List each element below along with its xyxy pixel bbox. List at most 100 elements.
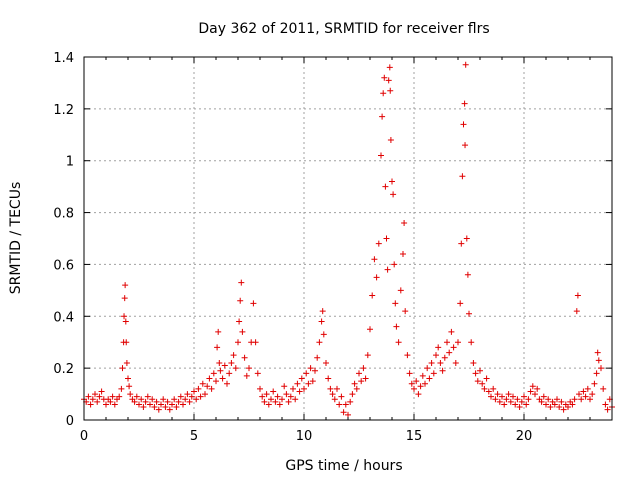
data-point-marker xyxy=(424,365,431,372)
data-point-marker xyxy=(393,323,400,330)
data-point-marker xyxy=(325,375,332,382)
data-point-marker xyxy=(503,396,510,403)
data-point-marker xyxy=(466,310,472,317)
data-point-marker xyxy=(133,393,140,400)
data-point-marker xyxy=(323,359,329,366)
data-point-marker xyxy=(347,398,354,405)
data-point-marker xyxy=(525,396,532,403)
data-point-marker xyxy=(276,401,283,408)
data-point-marker xyxy=(147,401,153,408)
data-point-marker xyxy=(514,396,521,403)
data-point-marker xyxy=(216,359,223,366)
data-point-marker xyxy=(219,375,226,382)
data-point-marker xyxy=(290,385,296,392)
data-point-marker xyxy=(345,411,351,418)
data-point-marker xyxy=(182,396,189,403)
data-point-marker xyxy=(89,396,96,403)
data-point-marker xyxy=(279,396,285,403)
data-point-marker xyxy=(507,398,514,405)
data-point-marker xyxy=(127,391,134,398)
data-point-marker xyxy=(98,388,105,395)
data-point-marker xyxy=(221,362,228,369)
data-point-marker xyxy=(164,398,171,405)
data-point-marker xyxy=(602,401,609,408)
data-point-marker xyxy=(96,393,103,400)
data-point-marker xyxy=(554,396,560,403)
data-point-marker xyxy=(294,380,301,387)
data-point-marker xyxy=(455,339,461,346)
data-point-marker xyxy=(180,401,186,408)
data-point-marker xyxy=(336,401,343,408)
data-point-marker xyxy=(340,409,347,416)
data-point-marker xyxy=(380,90,387,97)
data-point-marker xyxy=(589,391,596,398)
data-point-marker xyxy=(119,365,126,372)
data-point-marker xyxy=(490,385,497,392)
data-point-marker xyxy=(292,396,299,403)
data-point-marker xyxy=(204,383,211,390)
data-point-marker xyxy=(547,404,554,411)
data-point-marker xyxy=(237,297,244,304)
data-point-marker xyxy=(158,401,164,408)
data-point-marker xyxy=(397,287,404,294)
data-point-marker xyxy=(215,328,222,335)
data-point-marker xyxy=(387,136,394,143)
data-point-marker xyxy=(94,398,101,405)
data-point-marker xyxy=(441,354,448,361)
data-point-marker xyxy=(505,391,512,398)
y-tick-label: 0.6 xyxy=(53,258,74,273)
data-point-marker xyxy=(458,240,465,247)
data-point-marker xyxy=(309,378,316,385)
data-point-marker xyxy=(121,295,128,302)
data-points xyxy=(81,61,615,418)
data-point-marker xyxy=(477,367,483,374)
data-point-marker xyxy=(512,401,519,408)
y-tick-label: 0 xyxy=(66,414,74,429)
data-point-marker xyxy=(142,398,149,405)
data-point-marker xyxy=(246,365,252,372)
data-point-marker xyxy=(485,388,492,395)
data-point-marker xyxy=(283,391,290,398)
data-point-marker xyxy=(175,398,182,405)
data-point-marker xyxy=(459,173,466,180)
data-point-marker xyxy=(419,372,426,379)
x-tick-label: 5 xyxy=(190,429,198,444)
data-point-marker xyxy=(569,401,576,408)
data-point-marker xyxy=(241,354,248,361)
data-point-marker xyxy=(551,401,558,408)
data-point-marker xyxy=(261,398,268,405)
data-point-marker xyxy=(437,359,444,366)
data-point-marker xyxy=(349,391,356,398)
data-point-marker xyxy=(362,375,369,382)
data-point-marker xyxy=(285,398,292,405)
data-point-marker xyxy=(123,359,130,366)
data-point-marker xyxy=(390,191,397,198)
data-point-marker xyxy=(224,380,230,387)
data-point-marker xyxy=(428,359,435,366)
data-point-marker xyxy=(149,396,156,403)
data-point-marker xyxy=(521,393,527,400)
data-point-marker xyxy=(494,391,501,398)
y-tick-label: 0.4 xyxy=(53,310,74,325)
data-point-marker xyxy=(582,393,589,400)
data-point-marker xyxy=(272,398,279,405)
data-point-marker xyxy=(461,100,468,107)
data-point-marker xyxy=(483,375,490,382)
data-point-marker xyxy=(166,406,173,413)
data-point-marker xyxy=(417,383,424,390)
data-point-marker xyxy=(472,370,479,377)
data-point-marker xyxy=(121,313,128,320)
data-point-marker xyxy=(392,300,399,307)
data-point-marker xyxy=(206,375,213,382)
data-point-marker xyxy=(319,308,326,315)
data-point-marker xyxy=(543,401,549,408)
y-tick-label: 1.4 xyxy=(53,51,74,66)
data-point-marker xyxy=(538,398,545,405)
data-point-marker xyxy=(92,391,98,398)
data-point-marker xyxy=(193,396,200,403)
grid-lines xyxy=(84,57,612,420)
data-point-marker xyxy=(387,87,394,94)
data-point-marker xyxy=(177,393,184,400)
data-point-marker xyxy=(122,282,129,289)
data-point-marker xyxy=(598,365,604,372)
